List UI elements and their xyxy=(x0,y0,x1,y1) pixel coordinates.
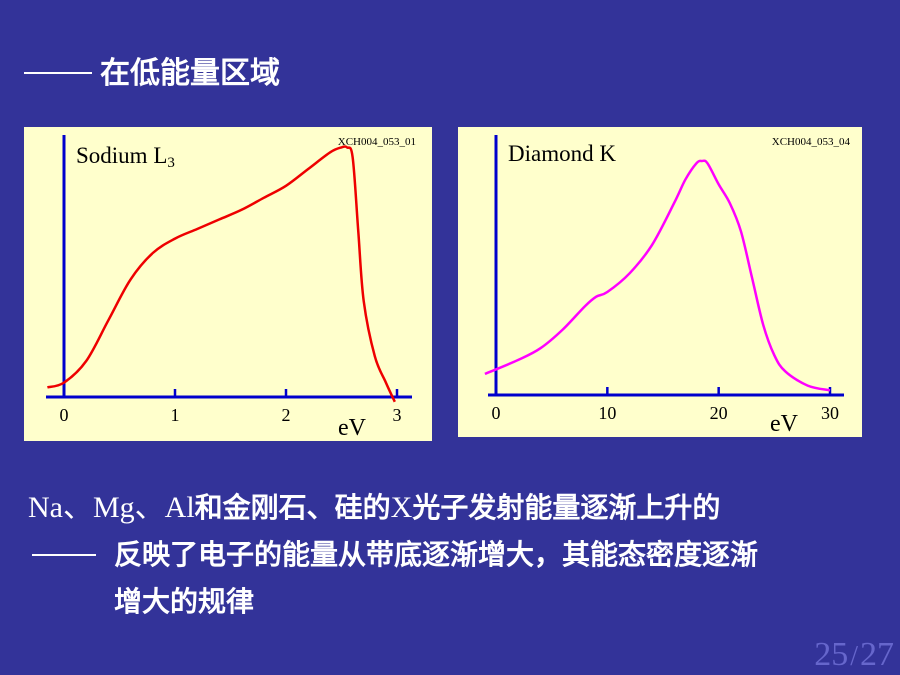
page-current: 25 xyxy=(814,636,849,673)
heading-text: 在低能量区域 xyxy=(100,56,280,91)
x-tick-label: 20 xyxy=(710,403,728,423)
x-tick-label: 0 xyxy=(60,405,69,425)
elements-list: Na、Mg、Al xyxy=(28,491,195,524)
description-text-1: 和金刚石、硅的 xyxy=(194,491,391,524)
description-line-1: Na、Mg、Al和金刚石、硅的X光子发射能量逐渐上升的 xyxy=(28,484,888,531)
figure-code: XCH004_053_04 xyxy=(772,136,851,148)
diamond-chart: 0 10 20 30 Diamond K XCH004_053_04 eV xyxy=(484,135,851,437)
diamond-curve xyxy=(484,159,831,392)
heading-dash xyxy=(24,71,92,74)
description-line-2: 反映了电子的能量从带底逐渐增大，其能态密度逐渐 xyxy=(28,531,888,578)
chart-title: Sodium L3 xyxy=(76,143,175,171)
description-text-3: 反映了电子的能量从带底逐渐增大，其能态密度逐渐 xyxy=(114,538,759,571)
slide-heading: 在低能量区域 xyxy=(24,48,280,92)
description-line-3: 增大的规律 xyxy=(28,578,888,625)
page-number: 25/27 xyxy=(814,636,894,674)
x-tick-label: 1 xyxy=(171,405,180,425)
line2-dash xyxy=(32,554,96,556)
x-tick-label: 10 xyxy=(598,403,616,423)
sodium-curve xyxy=(47,145,396,403)
description: Na、Mg、Al和金刚石、硅的X光子发射能量逐渐上升的 反映了电子的能量从带底逐… xyxy=(28,484,888,625)
sodium-chart: 0 1 2 3 Sodium L3 XCH004_053_01 eV xyxy=(46,135,416,441)
diamond-chart-panel: 0 10 20 30 Diamond K XCH004_053_04 eV xyxy=(458,127,862,437)
x-tick-label: 30 xyxy=(821,403,839,423)
page-separator: / xyxy=(850,641,858,672)
page-total: 27 xyxy=(860,636,894,673)
x-tick-label: 2 xyxy=(282,405,291,425)
figure-code: XCH004_053_01 xyxy=(338,136,416,148)
sodium-chart-panel: 0 1 2 3 Sodium L3 XCH004_053_01 eV xyxy=(24,127,432,441)
chart-title: Diamond K xyxy=(508,141,616,166)
x-axis-unit: eV xyxy=(770,411,799,437)
title-subscript: 3 xyxy=(167,155,175,171)
description-text-2: 光子发射能量逐渐上升的 xyxy=(412,491,721,524)
description-text-4: 增大的规律 xyxy=(114,585,255,618)
x-tick-label: 3 xyxy=(393,405,402,425)
x-tick-label: 0 xyxy=(492,403,501,423)
x-axis-unit: eV xyxy=(338,415,367,441)
xray-letter: X xyxy=(390,491,413,524)
